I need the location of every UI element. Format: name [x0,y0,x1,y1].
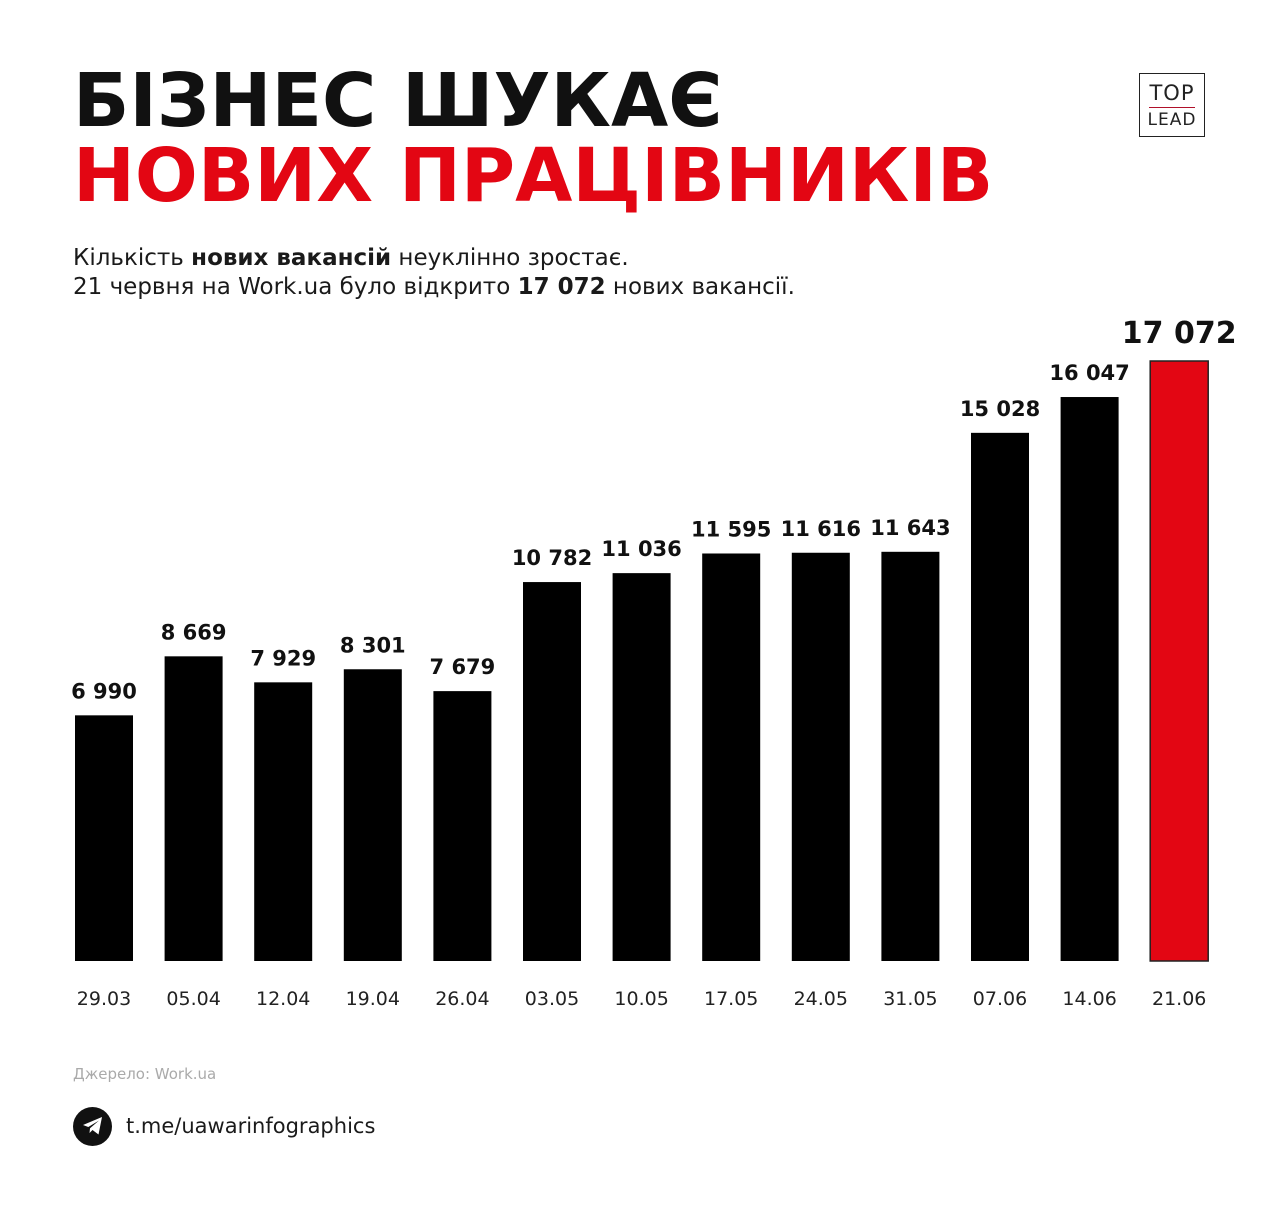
category-label: 31.05 [883,988,937,1010]
category-label: 14.06 [1062,988,1116,1010]
value-label: 11 643 [870,516,950,540]
value-label: 15 028 [960,397,1040,421]
bar-26.04 [433,691,492,961]
category-label: 21.06 [1152,988,1206,1010]
value-label: 6 990 [71,679,137,703]
source-note: Джерело: Work.ua [73,1065,217,1083]
bar-chart: 6 990 29.03 8 669 05.04 7 929 12.04 8 301 19.04… [71,316,1237,1010]
subtitle-bold: 17 072 [517,274,606,300]
subtitle-line-1: Кількість нових вакансій неуклінно зрост… [73,244,1073,273]
bar-17.05 [702,553,761,961]
category-label: 12.04 [256,988,310,1010]
value-label: 16 047 [1049,361,1129,385]
bar-19.04 [343,669,402,961]
category-label: 05.04 [166,988,220,1010]
subtitle-text: нових вакансії. [605,274,795,300]
telegram-link-text[interactable]: t.me/uawarinfographics [126,1114,376,1138]
bar-24.05 [791,552,850,961]
value-label: 11 595 [691,517,771,541]
value-label: 8 301 [340,633,406,657]
value-label: 17 072 [1122,316,1237,351]
bar-05.04 [164,656,223,961]
bar-14.06 [1060,397,1119,961]
bar-31.05 [881,551,940,961]
subtitle-bold: нових вакансій [191,245,392,271]
bar-03.05 [523,582,581,961]
value-label: 7 679 [430,655,496,679]
category-label: 19.04 [346,988,400,1010]
value-label: 11 616 [781,517,861,541]
top-lead-logo: TOP LEAD [1139,73,1205,137]
category-label: 29.03 [77,988,131,1010]
subtitle-text: Кількість [73,245,192,271]
subtitle-line-2: 21 червня на Work.ua було відкрито 17 07… [73,273,1073,302]
telegram-link[interactable]: t.me/uawarinfographics [73,1106,375,1146]
category-label: 10.05 [614,988,668,1010]
bar-12.04 [254,682,313,961]
bar-21.06 [1149,360,1209,962]
bar-29.03 [75,715,133,961]
category-label: 07.06 [973,988,1027,1010]
telegram-icon [73,1106,112,1146]
logo-divider [1149,106,1195,108]
title-line-2: НОВИХ ПРАЦІВНИКІВ [73,133,994,219]
title-line-1: БІЗНЕС ШУКАЄ [73,58,723,144]
category-label: 24.05 [794,988,848,1010]
value-label: 11 036 [601,537,681,561]
value-label: 10 782 [512,546,592,570]
category-label: 17.05 [704,988,758,1010]
bar-07.06 [971,432,1029,961]
bar-10.05 [612,573,671,961]
category-label: 03.05 [525,988,579,1010]
subtitle: Кількість нових вакансій неуклінно зрост… [73,244,1073,302]
value-label: 7 929 [250,646,316,670]
subtitle-text: 21 червня на Work.ua було відкрито [73,274,518,300]
subtitle-text: неуклінно зростає. [391,245,629,271]
logo-top-text: TOP [1149,80,1195,105]
logo-lead-text: LEAD [1147,109,1197,130]
category-label: 26.04 [435,988,489,1010]
value-label: 8 669 [161,620,227,644]
